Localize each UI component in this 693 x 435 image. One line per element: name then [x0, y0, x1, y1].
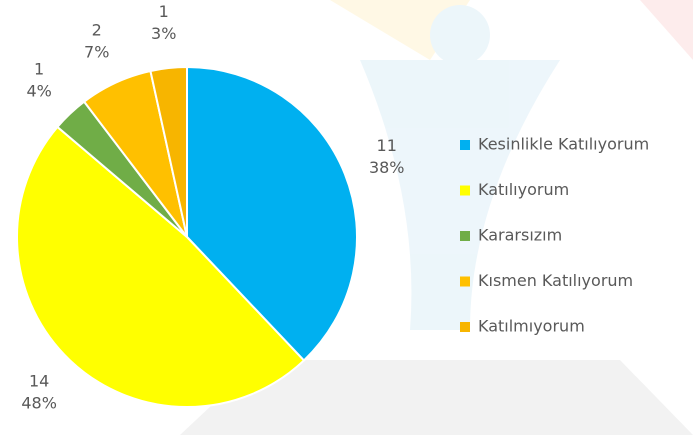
legend-label: Kesinlikle Katılıyorum	[478, 135, 649, 154]
legend-label: Kararsızım	[478, 226, 562, 245]
pie-slice	[186, 65, 358, 362]
legend-swatch	[460, 140, 470, 150]
data-label-count: 1	[34, 59, 44, 78]
legend-swatch	[460, 185, 470, 196]
watermark-shape	[640, 0, 693, 60]
legend-swatch	[460, 231, 470, 241]
data-label-percent: 7%	[84, 42, 109, 61]
data-label-percent: 48%	[21, 394, 57, 413]
data-label-count: 1	[159, 2, 169, 21]
pie-slice	[16, 125, 306, 409]
data-label-count: 2	[92, 20, 102, 39]
data-label-count: 14	[29, 372, 49, 391]
legend-swatch	[460, 276, 470, 287]
legend-swatch	[460, 322, 470, 332]
legend-label: Katılmıyorum	[478, 317, 585, 336]
legend-label: Kısmen Katılıyorum	[478, 271, 633, 290]
data-label-percent: 4%	[26, 81, 51, 100]
watermark-shape	[430, 5, 490, 65]
pie-slice	[149, 65, 188, 238]
data-label-count: 11	[377, 136, 397, 155]
legend-label: Katılıyorum	[478, 180, 569, 199]
watermark-shape	[180, 360, 693, 435]
data-label-percent: 3%	[151, 24, 176, 43]
data-label-percent: 38%	[369, 158, 405, 177]
